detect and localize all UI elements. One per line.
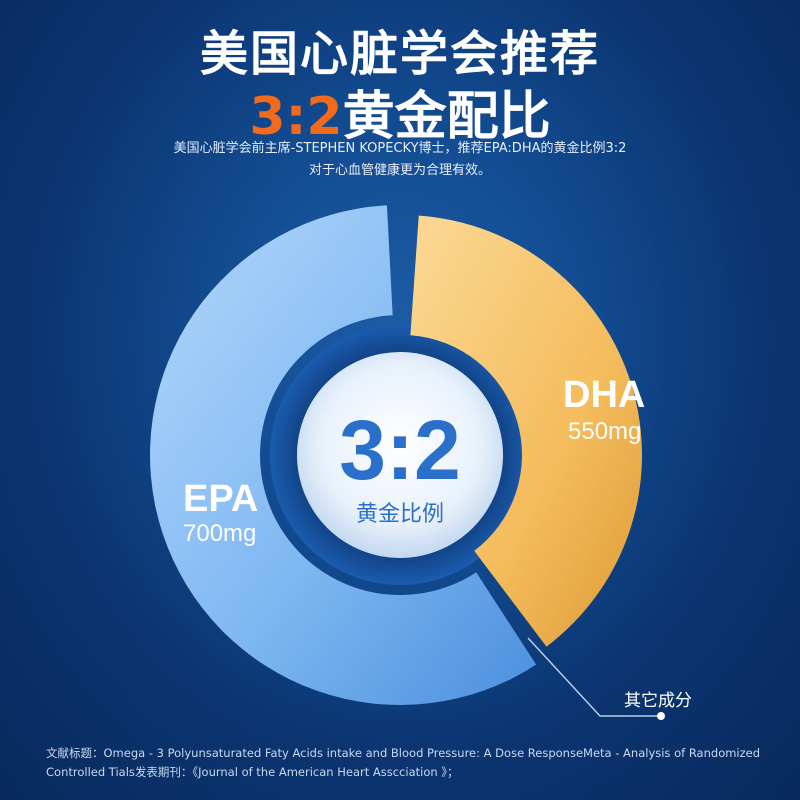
center-label: 黄金比例 (355, 502, 444, 527)
description: 美国心脏学会前主席-STEPHEN KOPECKY博士，推荐EPA:DHA的黄金… (0, 138, 800, 182)
dha-label: DHA (563, 374, 646, 416)
epa-label: EPA (183, 478, 259, 520)
subtitle-rest: 黄金配比 (342, 87, 551, 147)
other-pointer-line (527, 637, 660, 717)
page-title: 美国心脏学会推荐 (199, 26, 600, 82)
description-line-1: 美国心脏学会前主席-STEPHEN KOPECKY博士，推荐EPA:DHA的黄金… (173, 141, 627, 156)
epa-segment (150, 205, 537, 706)
footnote-line-1: 文献标题：Omega - 3 Polyunsaturated Faty Acid… (46, 746, 761, 760)
footnote: 文献标题：Omega - 3 Polyunsaturated Faty Acid… (46, 744, 766, 782)
description-line-2: 对于心血管健康更为合理有效。 (308, 163, 491, 178)
epa-value: 700mg (183, 520, 257, 547)
other-label: 其它成分 (624, 691, 692, 711)
subtitle-ratio: 3:2 (249, 87, 343, 147)
center-disc (297, 352, 503, 558)
other-pointer-dot (657, 712, 665, 720)
dha-value: 550mg (568, 418, 642, 445)
center-ratio: 3:2 (339, 403, 461, 497)
page-subtitle: 3:2黄金配比 (0, 74, 800, 149)
dha-segment (410, 215, 643, 647)
footnote-line-2: Controlled Tials发表期刊：《Journal of the Ame… (46, 765, 459, 779)
